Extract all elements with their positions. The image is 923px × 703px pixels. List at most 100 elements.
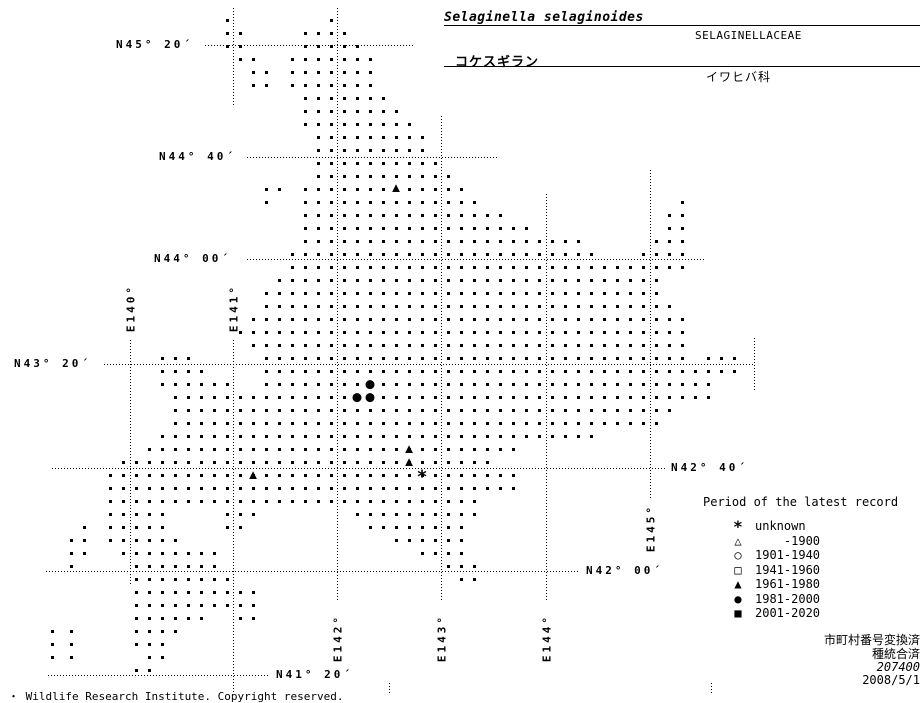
- grid-cell-dot: [317, 122, 320, 126]
- grid-cell-dot: [473, 304, 476, 308]
- grid-cell-dot: [408, 278, 411, 282]
- grid-cell-dot: [369, 304, 372, 308]
- grid-cell-dot: [265, 460, 268, 464]
- grid-cell-dot: [200, 382, 203, 386]
- grid-cell-dot: [655, 278, 658, 282]
- grid-cell-dot: [486, 304, 489, 308]
- grid-cell-dot: [369, 265, 372, 269]
- grid-cell-dot: [655, 330, 658, 334]
- grid-cell-dot: [356, 382, 359, 386]
- grid-cell-dot: [356, 252, 359, 256]
- grid-cell-dot: [226, 382, 229, 386]
- grid-cell-dot: [70, 564, 73, 568]
- grid-cell-dot: [512, 434, 515, 438]
- grid-cell-dot: [525, 265, 528, 269]
- grid-cell-dot: [525, 317, 528, 321]
- grid-cell-dot: [603, 291, 606, 295]
- longitude-line: [337, 8, 338, 601]
- grid-cell-dot: [291, 369, 294, 373]
- grid-cell-dot: [395, 161, 398, 165]
- grid-cell-dot: [369, 96, 372, 100]
- grid-cell-dot: [304, 239, 307, 243]
- grid-cell-dot: [252, 447, 255, 451]
- grid-cell-dot: [174, 473, 177, 477]
- grid-cell-dot: [473, 330, 476, 334]
- grid-cell-dot: [447, 356, 450, 360]
- grid-cell-dot: [109, 499, 112, 503]
- grid-cell-dot: [187, 486, 190, 490]
- grid-cell-dot: [421, 356, 424, 360]
- grid-cell-dot: [499, 239, 502, 243]
- grid-cell-dot: [538, 330, 541, 334]
- grid-cell-dot: [174, 460, 177, 464]
- grid-cell-dot: [694, 382, 697, 386]
- grid-cell-dot: [473, 486, 476, 490]
- grid-cell-dot: [135, 668, 138, 672]
- grid-cell-dot: [239, 395, 242, 399]
- grid-cell-dot: [447, 213, 450, 217]
- grid-cell-dot: [148, 616, 151, 620]
- grid-cell-dot: [564, 239, 567, 243]
- grid-cell-dot: [343, 343, 346, 347]
- grid-cell-dot: [187, 551, 190, 555]
- grid-cell-dot: [317, 174, 320, 178]
- grid-cell-dot: [304, 57, 307, 61]
- grid-cell-dot: [421, 317, 424, 321]
- grid-cell-dot: [135, 499, 138, 503]
- grid-cell-dot: [395, 330, 398, 334]
- grid-cell-dot: [629, 291, 632, 295]
- latitude-line: [247, 259, 704, 260]
- grid-cell-dot: [525, 330, 528, 334]
- grid-cell-dot: [486, 473, 489, 477]
- grid-cell-dot: [343, 252, 346, 256]
- grid-cell-dot: [109, 538, 112, 542]
- grid-cell-dot: [629, 395, 632, 399]
- grid-cell-dot: [356, 213, 359, 217]
- grid-cell-dot: [408, 304, 411, 308]
- grid-cell-dot: [369, 226, 372, 230]
- grid-cell-dot: [304, 44, 307, 48]
- grid-cell-dot: [499, 291, 502, 295]
- grid-cell-dot: [434, 239, 437, 243]
- grid-cell-dot: [603, 382, 606, 386]
- grid-cell-dot: [278, 408, 281, 412]
- grid-cell-dot: [278, 278, 281, 282]
- grid-cell-dot: [343, 395, 346, 399]
- grid-cell-dot: [473, 564, 476, 568]
- grid-cell-dot: [564, 382, 567, 386]
- grid-cell-dot: [395, 148, 398, 152]
- grid-cell-dot: [252, 460, 255, 464]
- grid-cell-dot: [538, 356, 541, 360]
- grid-cell-dot: [330, 200, 333, 204]
- grid-cell-dot: [369, 473, 372, 477]
- grid-cell-dot: [382, 499, 385, 503]
- asterisk-unknown-icon: *: [733, 517, 743, 536]
- grid-cell-dot: [317, 382, 320, 386]
- grid-cell-dot: [213, 590, 216, 594]
- grid-cell-dot: [460, 382, 463, 386]
- grid-cell-dot: [356, 499, 359, 503]
- grid-cell-dot: [161, 603, 164, 607]
- grid-cell-dot: [304, 343, 307, 347]
- grid-cell-dot: [330, 356, 333, 360]
- grid-cell-dot: [408, 317, 411, 321]
- filled-square-icon: ■: [734, 606, 742, 620]
- grid-cell-dot: [226, 421, 229, 425]
- grid-cell-dot: [538, 239, 541, 243]
- grid-cell-dot: [226, 603, 229, 607]
- grid-cell-dot: [317, 278, 320, 282]
- grid-cell-dot: [135, 603, 138, 607]
- grid-cell-dot: [447, 512, 450, 516]
- grid-cell-dot: [83, 538, 86, 542]
- grid-cell-dot: [577, 265, 580, 269]
- grid-cell-dot: [382, 161, 385, 165]
- legend-item-label: 1981-2000: [755, 592, 821, 606]
- grid-cell-dot: [187, 616, 190, 620]
- grid-cell-dot: [174, 356, 177, 360]
- grid-cell-dot: [135, 538, 138, 542]
- grid-cell-dot: [707, 369, 710, 373]
- grid-cell-dot: [369, 356, 372, 360]
- grid-cell-dot: [460, 252, 463, 256]
- grid-cell-dot: [252, 616, 255, 620]
- grid-cell-dot: [512, 408, 515, 412]
